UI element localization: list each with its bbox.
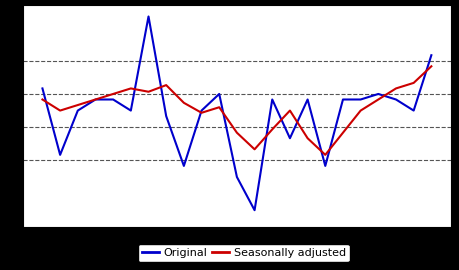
Legend: Original, Seasonally adjusted: Original, Seasonally adjusted (138, 244, 349, 262)
